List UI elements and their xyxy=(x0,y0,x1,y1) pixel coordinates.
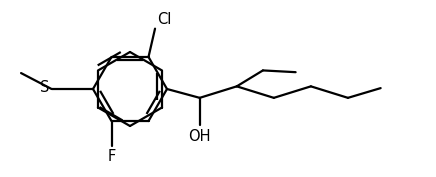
Text: S: S xyxy=(40,80,49,95)
Text: F: F xyxy=(107,149,116,164)
Text: OH: OH xyxy=(188,129,211,144)
Text: Cl: Cl xyxy=(157,12,172,27)
